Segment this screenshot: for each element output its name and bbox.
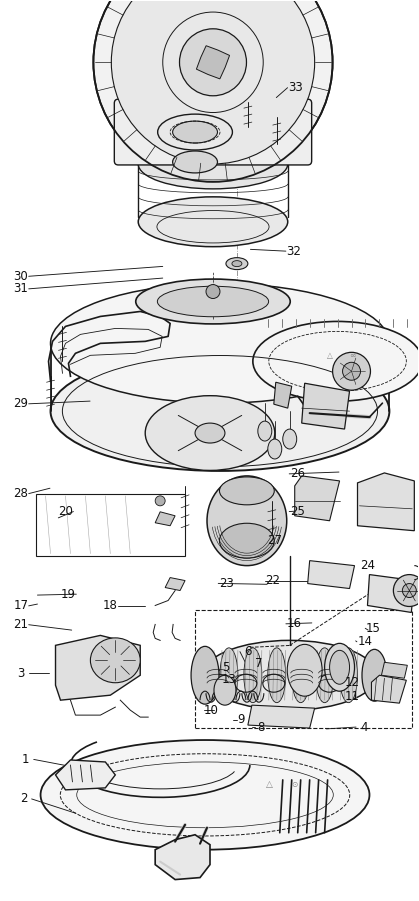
Ellipse shape <box>136 279 290 324</box>
Text: △: △ <box>266 780 273 789</box>
Text: 4: 4 <box>360 721 368 733</box>
Ellipse shape <box>402 584 416 597</box>
Circle shape <box>206 285 220 298</box>
Text: 18: 18 <box>103 599 118 613</box>
Polygon shape <box>372 675 406 703</box>
Ellipse shape <box>226 258 248 269</box>
Ellipse shape <box>145 396 275 470</box>
Ellipse shape <box>138 196 288 247</box>
Ellipse shape <box>343 362 360 380</box>
Text: 12: 12 <box>345 676 360 688</box>
FancyBboxPatch shape <box>114 99 312 165</box>
Text: 22: 22 <box>266 574 280 587</box>
Text: 17: 17 <box>13 599 28 613</box>
Polygon shape <box>302 383 349 429</box>
Ellipse shape <box>195 423 225 443</box>
Ellipse shape <box>258 421 272 441</box>
Text: 23: 23 <box>219 577 234 590</box>
Ellipse shape <box>393 575 419 606</box>
Ellipse shape <box>196 648 214 703</box>
Ellipse shape <box>316 648 334 703</box>
Polygon shape <box>274 382 292 408</box>
Text: 3: 3 <box>17 667 24 679</box>
Polygon shape <box>367 575 414 613</box>
Polygon shape <box>248 705 315 728</box>
Polygon shape <box>308 560 354 588</box>
Ellipse shape <box>232 260 242 267</box>
Text: 25: 25 <box>290 505 305 518</box>
Ellipse shape <box>158 287 269 317</box>
Ellipse shape <box>41 740 370 850</box>
Circle shape <box>155 496 165 505</box>
Text: 29: 29 <box>13 397 28 410</box>
Text: 20: 20 <box>58 505 73 518</box>
Text: 6: 6 <box>244 645 252 658</box>
Ellipse shape <box>220 477 274 505</box>
Text: 33: 33 <box>288 81 303 95</box>
Ellipse shape <box>202 641 377 710</box>
Ellipse shape <box>191 646 219 705</box>
Ellipse shape <box>244 648 262 703</box>
Ellipse shape <box>214 675 236 705</box>
Text: 1: 1 <box>22 753 29 766</box>
Polygon shape <box>55 760 115 790</box>
Text: 19: 19 <box>61 587 76 601</box>
Text: 21: 21 <box>13 618 28 632</box>
Polygon shape <box>381 662 407 678</box>
Text: 13: 13 <box>222 673 237 686</box>
Ellipse shape <box>292 648 310 703</box>
Text: 11: 11 <box>345 690 360 703</box>
Text: 16: 16 <box>286 617 301 631</box>
Polygon shape <box>295 476 339 521</box>
Text: 9: 9 <box>238 714 245 726</box>
Ellipse shape <box>220 523 274 558</box>
Text: 27: 27 <box>268 533 282 547</box>
Ellipse shape <box>91 638 140 683</box>
Ellipse shape <box>173 121 217 143</box>
Text: 32: 32 <box>287 245 301 258</box>
Text: 26: 26 <box>290 468 305 480</box>
Text: 28: 28 <box>13 487 28 500</box>
Polygon shape <box>155 512 175 526</box>
Circle shape <box>179 29 246 96</box>
Ellipse shape <box>330 651 349 684</box>
Text: 14: 14 <box>357 635 372 649</box>
Text: 24: 24 <box>360 559 375 572</box>
Ellipse shape <box>207 476 287 566</box>
Ellipse shape <box>173 151 217 173</box>
Ellipse shape <box>268 648 286 703</box>
Circle shape <box>111 0 315 164</box>
Text: △: △ <box>327 350 333 359</box>
Text: 31: 31 <box>13 282 28 296</box>
Polygon shape <box>55 635 140 700</box>
Ellipse shape <box>220 648 238 703</box>
Text: ⊙: ⊙ <box>292 780 298 789</box>
Text: 5: 5 <box>222 661 229 674</box>
Ellipse shape <box>268 439 282 459</box>
Ellipse shape <box>339 648 357 703</box>
Ellipse shape <box>51 284 389 403</box>
Text: 8: 8 <box>257 721 264 733</box>
Polygon shape <box>165 578 185 590</box>
Ellipse shape <box>283 429 297 449</box>
Ellipse shape <box>333 352 370 390</box>
Ellipse shape <box>253 322 419 401</box>
Ellipse shape <box>51 351 389 471</box>
Polygon shape <box>197 46 230 79</box>
Polygon shape <box>155 834 210 879</box>
Text: 15: 15 <box>366 622 380 635</box>
Circle shape <box>93 0 333 182</box>
Ellipse shape <box>325 643 354 691</box>
Ellipse shape <box>362 650 387 701</box>
Ellipse shape <box>287 644 322 696</box>
Polygon shape <box>357 473 414 531</box>
Text: 2: 2 <box>20 792 27 805</box>
Text: 10: 10 <box>204 704 219 716</box>
Ellipse shape <box>138 139 288 189</box>
Text: ∞: ∞ <box>349 350 356 359</box>
Text: 30: 30 <box>13 269 28 283</box>
Text: 7: 7 <box>255 657 262 669</box>
